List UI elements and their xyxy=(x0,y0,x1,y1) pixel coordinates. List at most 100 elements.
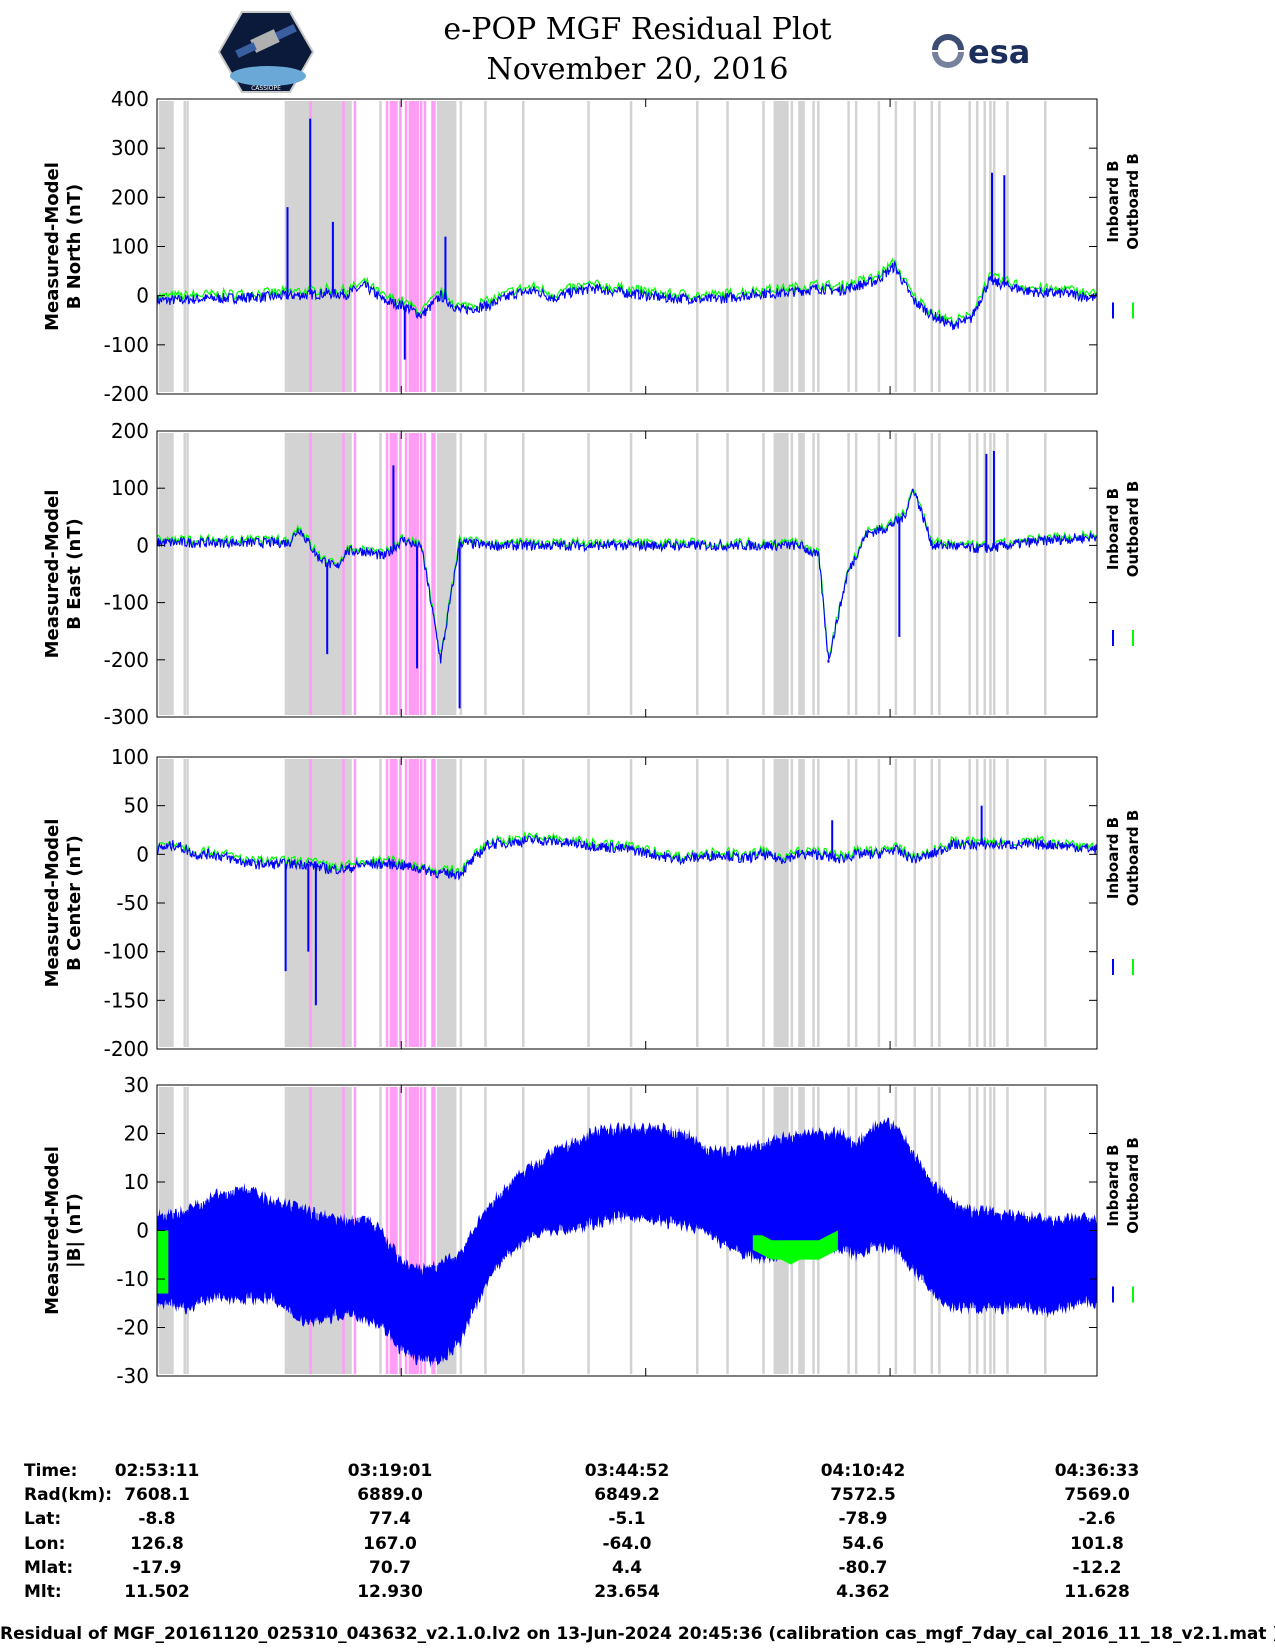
orbit-value: 02:53:11 xyxy=(114,1461,200,1481)
gray-flag-line xyxy=(784,759,788,1047)
orbit-row-label: Mlt: xyxy=(24,1582,62,1602)
gray-flag-line xyxy=(894,433,898,715)
gray-flag-line xyxy=(989,101,992,392)
gray-flag-line xyxy=(348,759,351,1047)
magenta-flag-line xyxy=(399,101,402,392)
data-traces xyxy=(157,1117,1097,1368)
magenta-flag-line xyxy=(353,433,357,715)
gray-flag-line xyxy=(168,101,171,392)
orbit-value: 23.654 xyxy=(594,1582,660,1602)
magenta-flag-line xyxy=(393,759,396,1047)
gray-flag-line xyxy=(165,101,169,392)
orbit-value: 04:10:42 xyxy=(820,1461,906,1481)
gray-flag-line xyxy=(298,101,302,392)
gray-flag-line xyxy=(1044,759,1047,1047)
gray-flag-line xyxy=(332,101,336,392)
gray-flag-line xyxy=(1006,759,1009,1047)
gray-flag-line xyxy=(186,433,189,715)
magenta-flag-line xyxy=(419,759,423,1047)
esa-logo-text: esa xyxy=(968,33,1030,71)
magenta-flag-line xyxy=(431,433,434,715)
gray-flag-line xyxy=(303,759,307,1047)
gray-flag-line xyxy=(587,101,590,392)
gray-flag-band xyxy=(798,759,805,1047)
gray-flag-line xyxy=(913,101,917,392)
gray-flag-line xyxy=(587,433,590,715)
gray-flag-line xyxy=(303,101,307,392)
magenta-flag-line xyxy=(419,433,423,715)
y-tick-label: -100 xyxy=(104,940,149,964)
gray-flag-line xyxy=(329,433,332,715)
orbit-row-mlt: Mlt: 11.502 12.930 23.654 4.362 11.628 xyxy=(0,1582,1275,1606)
orbit-row-label: Lat: xyxy=(24,1509,62,1530)
gray-flag-line xyxy=(289,759,292,1047)
magenta-flag-line xyxy=(342,101,345,392)
axes-box xyxy=(156,430,1098,718)
magenta-flag-band xyxy=(410,101,419,392)
y-axis-label-line2: B East (nT) xyxy=(64,518,85,630)
orbit-value: -78.9 xyxy=(838,1509,888,1530)
gray-flag-line xyxy=(446,101,449,392)
gray-flag-line xyxy=(379,101,382,392)
orbit-value: 11.628 xyxy=(1064,1582,1130,1602)
gray-flag-line xyxy=(329,759,332,1047)
orbit-value: 126.8 xyxy=(130,1533,184,1554)
magenta-flag-line xyxy=(342,433,345,715)
gray-flag-line xyxy=(459,759,463,1047)
magenta-flag-line xyxy=(385,759,389,1047)
magenta-flag-line xyxy=(404,1087,408,1374)
gray-flag-line xyxy=(784,433,788,715)
y-tick-label: -100 xyxy=(104,333,149,357)
gray-flag-line xyxy=(446,759,449,1047)
panel-3: 100 50 0 -50 -100 -150 -200 Measured-Model B Cen… xyxy=(42,745,1142,1061)
gray-flag-line xyxy=(459,433,463,715)
gray-flag-line xyxy=(285,759,289,1047)
gray-flag-line xyxy=(989,433,992,715)
flag-bands xyxy=(158,759,1047,1047)
orbit-value: -5.1 xyxy=(608,1509,646,1530)
gray-flag-line xyxy=(285,433,289,715)
magenta-flag-line xyxy=(408,433,412,715)
file-footer: Residual of MGF_20161120_025310_043632_v… xyxy=(0,1624,1275,1644)
y-tick-label: 100 xyxy=(111,745,149,769)
gray-flag-line xyxy=(329,101,332,392)
y-axis-label-line2: B North (nT) xyxy=(64,184,85,310)
orbit-row-label: Lon: xyxy=(24,1533,66,1554)
flag-bands xyxy=(158,101,1047,392)
orbit-value: 7608.1 xyxy=(124,1485,190,1506)
gray-flag-line xyxy=(913,433,917,715)
gray-flag-line xyxy=(801,759,805,1047)
gray-flag-line xyxy=(696,101,699,392)
gray-flag-band xyxy=(798,433,805,715)
gray-flag-line xyxy=(186,101,189,392)
data-traces xyxy=(157,118,1097,360)
gray-flag-line xyxy=(983,433,987,715)
gray-flag-line xyxy=(629,759,633,1047)
magenta-flag-line xyxy=(408,759,412,1047)
magenta-flag-line xyxy=(393,101,396,392)
legend-outboard-label: Outboard B xyxy=(1124,481,1142,578)
orbit-row-lon: Lon: 126.8 167.0 -64.0 54.6 101.8 xyxy=(0,1534,1275,1558)
magenta-flag-line xyxy=(353,759,357,1047)
orbit-value: 7569.0 xyxy=(1064,1485,1130,1506)
inboard-trace xyxy=(157,1123,1097,1362)
gray-flag-line xyxy=(781,101,784,392)
orbit-value: -2.6 xyxy=(1078,1509,1116,1530)
gray-flag-line xyxy=(854,433,858,715)
outboard-start-patch xyxy=(157,1230,169,1294)
gray-flag-line xyxy=(379,433,382,715)
gray-flag-line xyxy=(877,759,881,1047)
gray-flag-line xyxy=(522,433,525,715)
gray-flag-line xyxy=(298,759,302,1047)
y-tick-label: 20 xyxy=(124,1122,149,1146)
gray-flag-line xyxy=(790,759,794,1047)
y-tick-label: 0 xyxy=(136,533,149,557)
orbit-row-label: Mlat: xyxy=(24,1557,74,1578)
gray-flag-line xyxy=(975,759,979,1047)
magenta-flag-line xyxy=(385,101,389,392)
gray-flag-line xyxy=(438,759,442,1047)
gray-flag-line xyxy=(317,759,321,1047)
orbit-value: 101.8 xyxy=(1070,1533,1124,1554)
gray-flag-line xyxy=(726,101,729,392)
gray-flag-line xyxy=(453,433,457,715)
